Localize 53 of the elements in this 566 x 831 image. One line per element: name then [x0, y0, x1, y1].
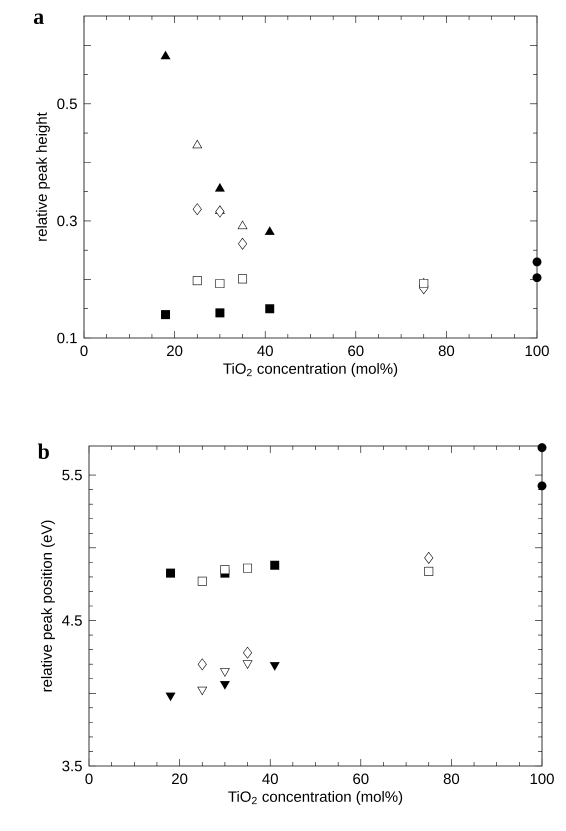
point [265, 304, 274, 314]
point [242, 660, 252, 669]
point [220, 668, 230, 677]
point [220, 565, 230, 574]
y-axis-title: relative peak position (eV) [40, 520, 55, 692]
point [166, 568, 176, 578]
point [270, 560, 280, 570]
y-tick-label: 0.1 [57, 332, 77, 344]
y-tick-label: 0.5 [57, 98, 77, 110]
x-tick-label: 0 [80, 346, 88, 356]
point [238, 274, 248, 284]
point [160, 50, 170, 60]
point [215, 183, 225, 192]
point [215, 308, 224, 318]
point [238, 220, 248, 230]
y-tick-label: 3.5 [62, 760, 82, 772]
point [532, 273, 542, 282]
x-axis-title: TiO$_{2}$ concentration (mol%) [223, 362, 398, 377]
x-tick-label: 40 [257, 346, 273, 356]
y-tick-label: 5.5 [62, 470, 82, 480]
point [197, 686, 208, 696]
point [166, 692, 176, 701]
y-tick-label: 0.3 [57, 216, 77, 226]
point [538, 481, 546, 490]
point [238, 238, 248, 250]
point [264, 226, 275, 235]
x-tick-label: 100 [530, 774, 554, 784]
x-tick-label: 60 [353, 774, 369, 784]
chart-title: b [38, 444, 49, 459]
x-axis-title: TiO$_{2}$ concentration (mol%) [228, 790, 402, 805]
x-tick-label: 80 [444, 774, 460, 784]
y-axis-title: relative peak height [36, 112, 50, 241]
x-tick-label: 80 [438, 346, 454, 356]
point [161, 310, 170, 320]
x-tick-label: 0 [85, 774, 93, 784]
x-tick-label: 20 [172, 774, 188, 784]
point [192, 140, 202, 148]
point [270, 662, 280, 671]
point [198, 658, 207, 670]
point [192, 203, 202, 216]
point [215, 206, 224, 218]
point [424, 552, 434, 564]
point [243, 564, 252, 573]
x-tick-label: 60 [348, 346, 364, 356]
point [220, 681, 230, 690]
point [538, 443, 546, 452]
point [243, 646, 252, 659]
x-tick-label: 100 [526, 346, 549, 356]
point [532, 257, 542, 266]
x-tick-label: 40 [262, 774, 278, 784]
x-tick-label: 20 [167, 346, 182, 356]
chart-title: a [34, 14, 44, 24]
y-tick-label: 4.5 [62, 615, 82, 626]
